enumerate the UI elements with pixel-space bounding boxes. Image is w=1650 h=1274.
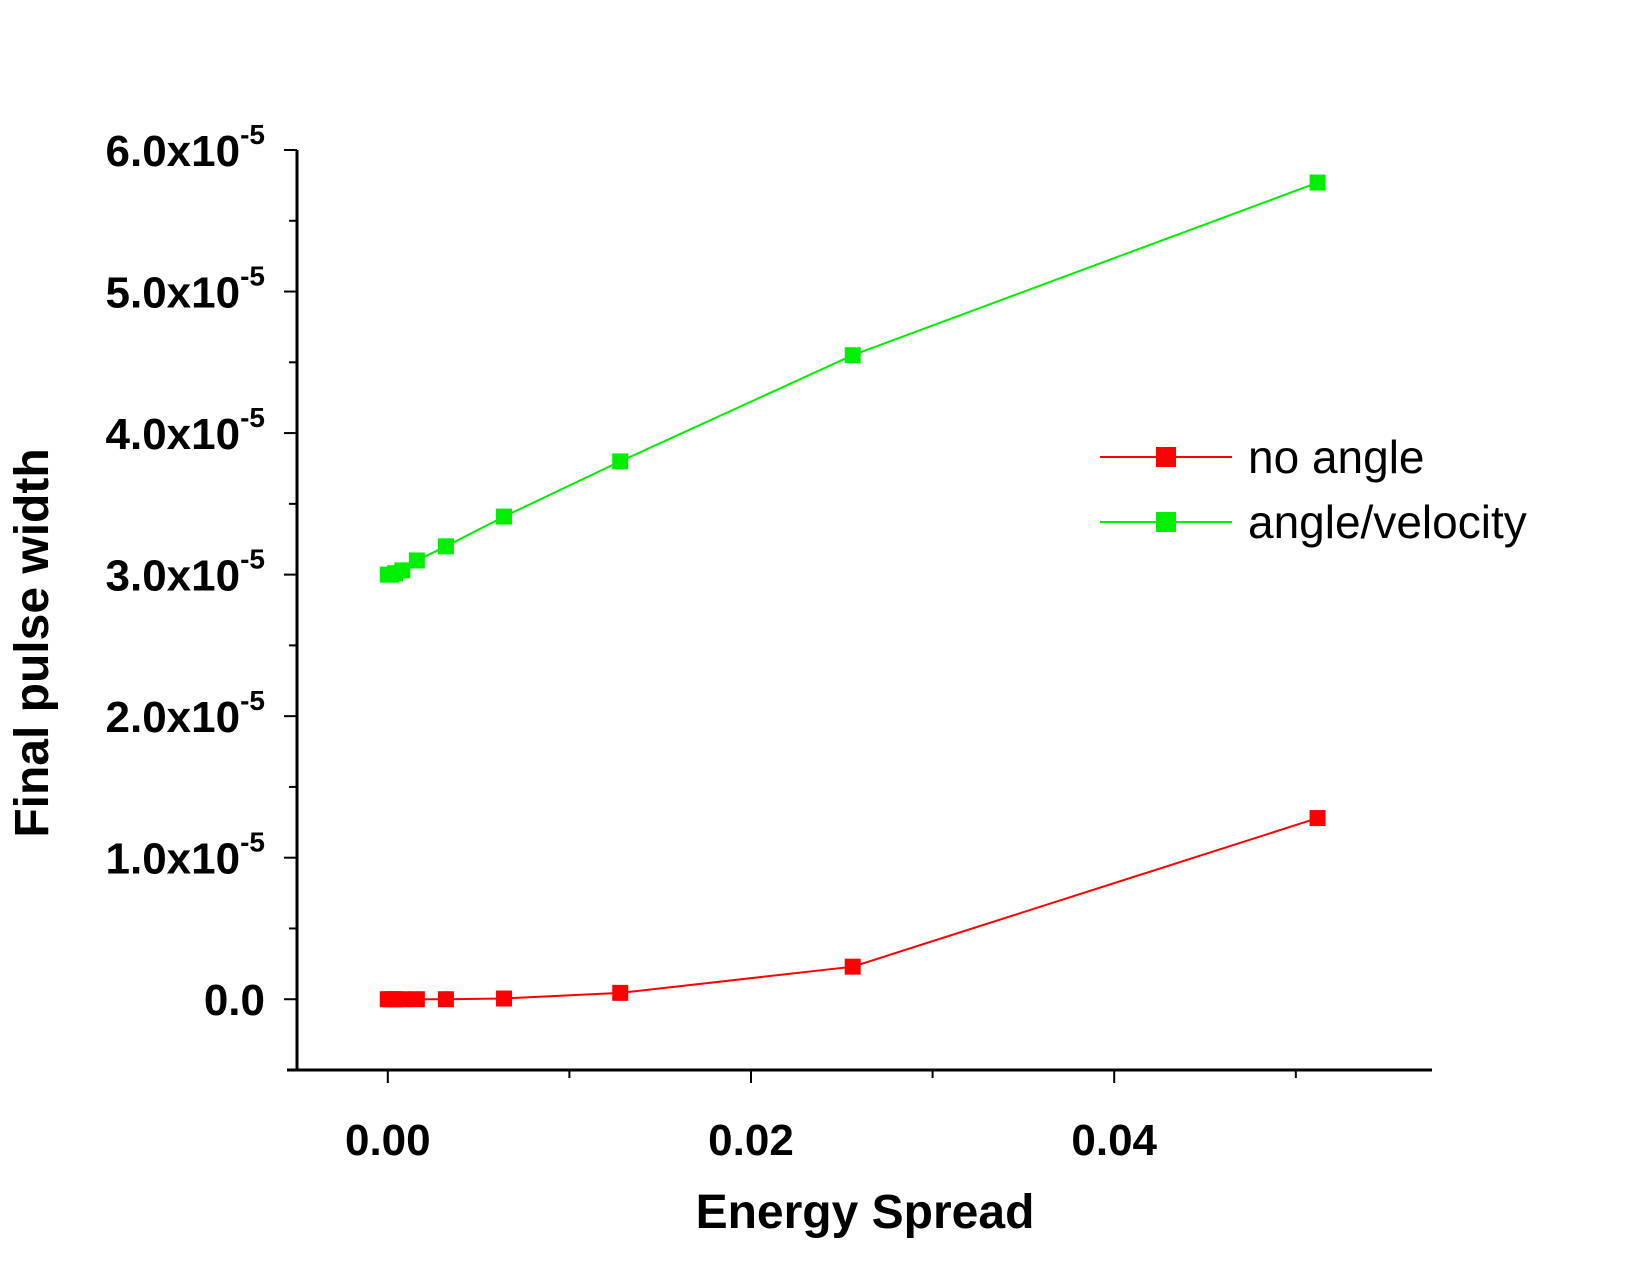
y-tick-exponent: -5 [240, 685, 265, 716]
y-tick-mantissa: 4.0x10 [106, 410, 241, 459]
y-tick-label: 1.0x10-5 [106, 827, 265, 884]
legend-swatch-marker [1156, 512, 1176, 532]
data-point [394, 991, 411, 1008]
data-point [437, 538, 454, 555]
data-point [844, 347, 861, 364]
data-point [437, 991, 454, 1008]
legend-item: no angle [1100, 431, 1425, 483]
y-tick-exponent: -5 [240, 119, 265, 150]
legend-swatch-marker [1156, 447, 1176, 467]
legend-item: angle/velocity [1100, 496, 1527, 548]
y-tick-label: 0.0 [204, 976, 265, 1025]
y-tick-mantissa: 5.0x10 [106, 269, 241, 318]
x-tick-label: 0.00 [345, 1116, 431, 1165]
data-point [394, 562, 411, 579]
data-point [844, 958, 861, 975]
y-tick-mantissa: 1.0x10 [106, 835, 241, 884]
data-point [408, 991, 425, 1008]
y-tick-exponent: -5 [240, 261, 265, 292]
series-no-angle [379, 810, 1326, 1008]
data-point [1309, 810, 1326, 827]
x-tick-label: 0.04 [1071, 1116, 1157, 1165]
data-point [1309, 174, 1326, 191]
data-point [612, 984, 629, 1001]
x-axis-ticks: 0.00 0.02 0.04 [345, 1070, 1297, 1165]
data-point [408, 552, 425, 569]
series-angle-velocity [379, 174, 1326, 583]
y-tick-mantissa: 2.0x10 [106, 693, 241, 742]
data-point [496, 990, 513, 1007]
plot-series [379, 174, 1326, 1008]
y-tick-label: 6.0x10-5 [106, 119, 265, 176]
data-point [612, 453, 629, 470]
y-axis-title: Final pulse width [6, 448, 59, 837]
x-tick-label: 0.02 [708, 1116, 794, 1165]
legend-label: angle/velocity [1248, 496, 1527, 548]
y-tick-mantissa: 0.0 [204, 976, 265, 1025]
y-tick-mantissa: 3.0x10 [106, 552, 241, 601]
data-point [496, 508, 513, 525]
series-line [387, 181, 1318, 576]
y-tick-exponent: -5 [240, 827, 265, 858]
y-tick-label: 5.0x10-5 [106, 261, 265, 318]
y-tick-label: 4.0x10-5 [106, 402, 265, 459]
axes [287, 150, 1432, 1072]
x-axis-title: Energy Spread [696, 1186, 1035, 1239]
y-tick-label: 3.0x10-5 [106, 544, 265, 601]
legend: no angle angle/velocity [1100, 431, 1527, 548]
y-tick-mantissa: 6.0x10 [106, 127, 241, 176]
y-tick-label: 2.0x10-5 [106, 685, 265, 742]
y-tick-exponent: -5 [240, 544, 265, 575]
legend-label: no angle [1248, 431, 1425, 483]
y-tick-exponent: -5 [240, 402, 265, 433]
y-axis-ticks: 0.01.0x10-52.0x10-53.0x10-54.0x10-55.0x1… [106, 119, 297, 1071]
